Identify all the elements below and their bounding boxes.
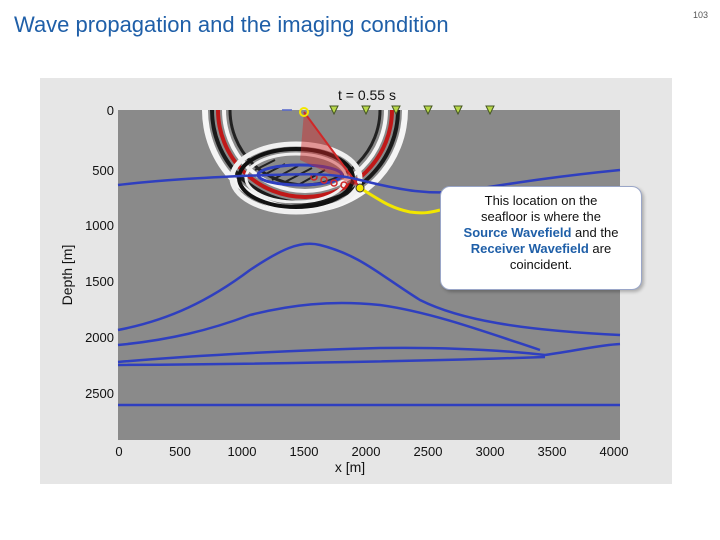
callout-box: This location on the seafloor is where t… — [440, 186, 642, 290]
callout-line: This location on the — [484, 193, 598, 208]
slide-title: Wave propagation and the imaging conditi… — [14, 12, 449, 37]
y-tick: 1500 — [85, 274, 114, 289]
callout-text: and the — [571, 225, 619, 240]
y-tick: 2500 — [85, 386, 114, 401]
imaging-point-marker — [355, 183, 365, 193]
x-tick: 3000 — [476, 444, 505, 459]
x-tick-labels: 0 500 1000 1500 2000 2500 3000 3500 4000 — [115, 444, 628, 459]
source-wavefield-term: Source Wavefield — [463, 225, 572, 240]
source-ray-fan — [300, 111, 361, 189]
x-tick: 2500 — [414, 444, 443, 459]
x-tick: 2000 — [352, 444, 381, 459]
callout-line: Receiver Wavefield are — [441, 241, 641, 257]
y-tick: 0 — [107, 103, 114, 118]
callout-line: seafloor is where the — [481, 209, 601, 224]
x-tick: 4000 — [600, 444, 629, 459]
imaging-point-leader — [359, 186, 441, 215]
callout-line: coincident. — [509, 257, 573, 272]
x-tick: 3500 — [538, 444, 567, 459]
receiver-wavefield-term: Receiver Wavefield — [470, 241, 589, 256]
x-tick: 500 — [169, 444, 191, 459]
time-label: t = 0.55 s — [338, 87, 396, 103]
x-axis-label: x [m] — [335, 459, 365, 475]
x-tick: 1500 — [290, 444, 319, 459]
x-tick: 0 — [115, 444, 122, 459]
callout-text: are — [588, 241, 612, 256]
callout-line: Source Wavefield and the — [441, 225, 641, 241]
receiver-markers — [329, 105, 495, 116]
y-tick: 500 — [92, 163, 114, 178]
y-tick: 2000 — [85, 330, 114, 345]
page-number: 103 — [692, 10, 708, 20]
x-tick: 1000 — [228, 444, 257, 459]
source-marker — [299, 107, 309, 117]
y-tick: 1000 — [85, 218, 114, 233]
y-tick-labels: 0 500 1000 1500 2000 2500 — [85, 103, 114, 401]
horizons — [117, 168, 621, 407]
y-axis-label: Depth [m] — [59, 245, 75, 306]
